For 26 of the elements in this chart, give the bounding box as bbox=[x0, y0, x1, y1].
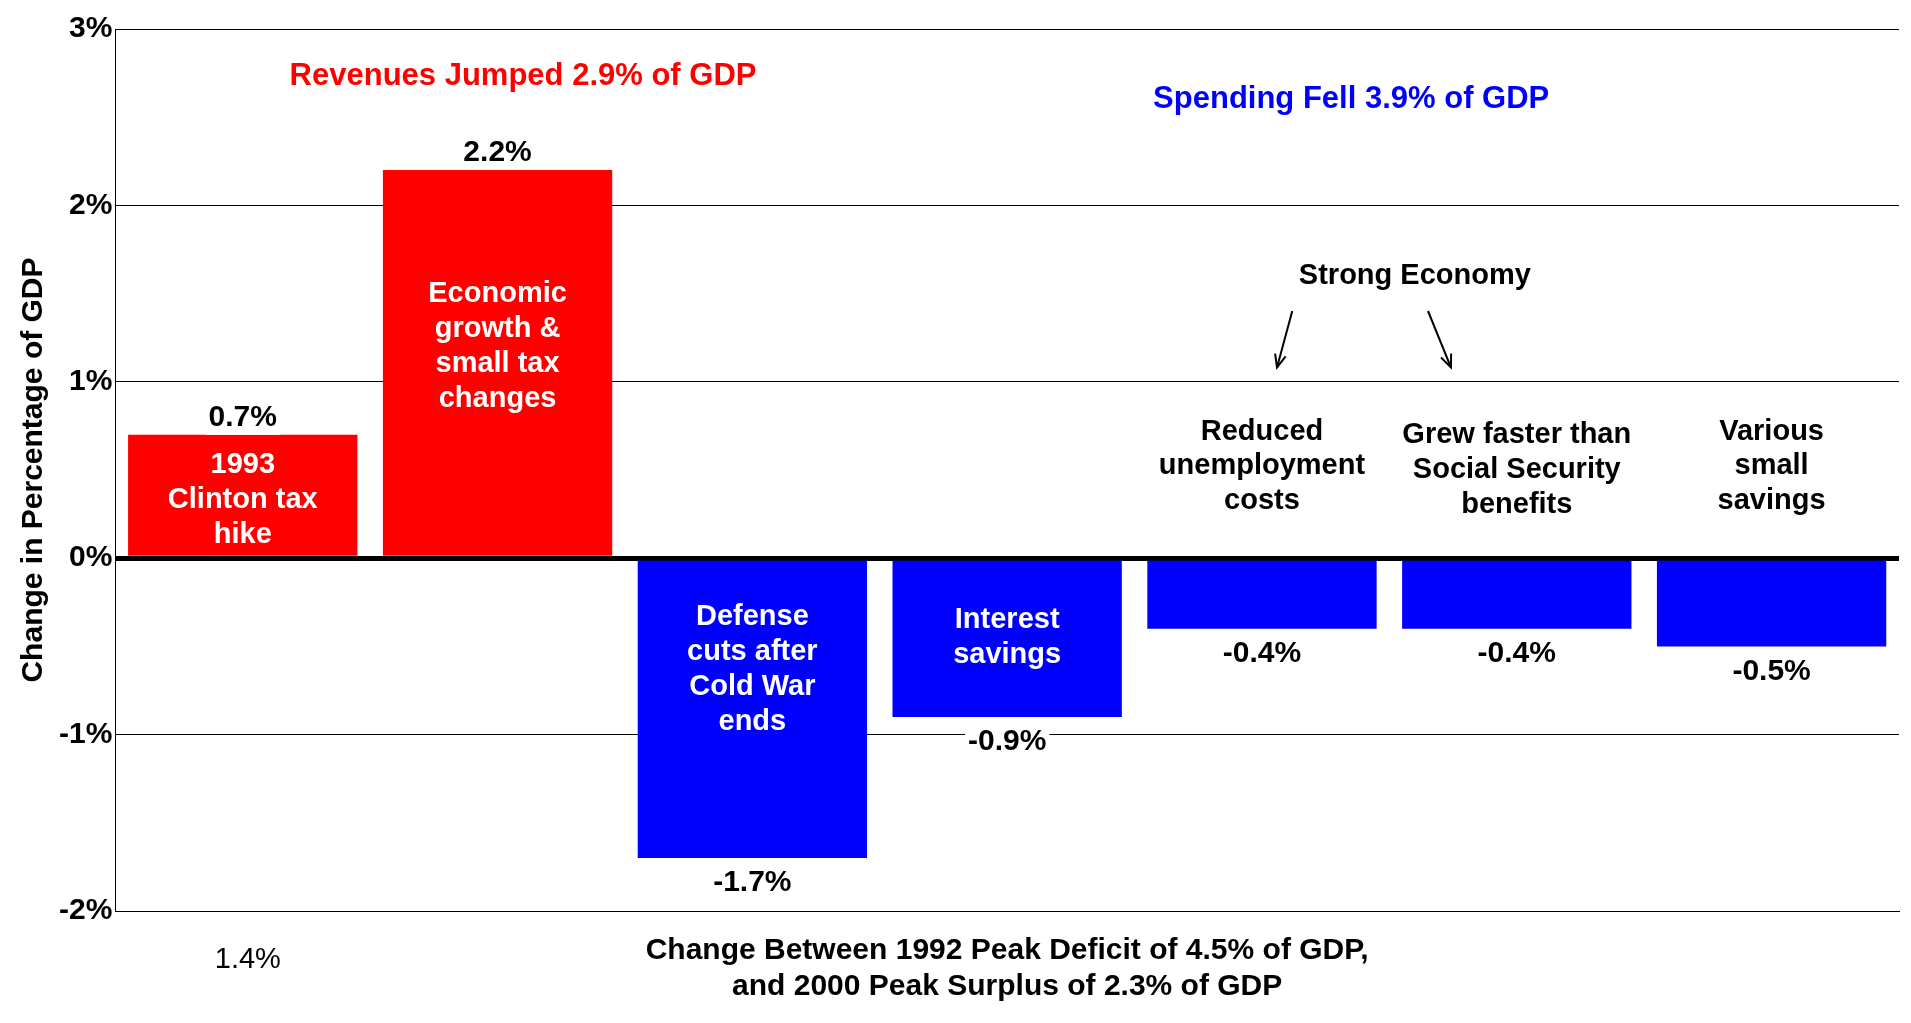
annotation: Interest savings bbox=[953, 602, 1062, 669]
annotation: Revenues Jumped 2.9% of GDP bbox=[289, 57, 757, 93]
data-label: 2.2% bbox=[463, 134, 532, 168]
data-label: -0.9% bbox=[967, 723, 1047, 757]
data-label: -0.4% bbox=[1222, 635, 1302, 669]
data-label: -0.4% bbox=[1477, 635, 1556, 669]
y-tick-label: 1% bbox=[68, 363, 113, 397]
data-label: -0.5% bbox=[1732, 652, 1811, 686]
text: 1.4% bbox=[214, 942, 281, 975]
y-tick-label: 3% bbox=[68, 10, 113, 44]
y-tick-label: -2% bbox=[58, 892, 113, 926]
annotation: Grew faster than Social Security benefits bbox=[1402, 417, 1632, 519]
data-label: 0.7% bbox=[208, 398, 277, 432]
annotation: Economic growth & small tax changes bbox=[428, 276, 567, 413]
annotation: 1993 Clinton tax hike bbox=[167, 447, 318, 549]
annotation: Reduced unemployment costs bbox=[1158, 413, 1366, 516]
y-tick-label: 0% bbox=[68, 539, 113, 573]
y-axis-title: Change in Percentage of GDP bbox=[15, 257, 49, 683]
annotation: Spending Fell 3.9% of GDP bbox=[1153, 80, 1550, 116]
data-label: -1.7% bbox=[713, 864, 792, 898]
annotation: Various small savings bbox=[1717, 413, 1826, 516]
y-tick-label: 2% bbox=[68, 186, 113, 220]
annotation: Defense cuts after Cold War ends bbox=[687, 599, 818, 736]
y-tick-label: -1% bbox=[58, 715, 113, 749]
x-axis-title: Change Between 1992 Peak Deficit of 4.5% of GDP, and 2000 Peak Surplus of 2.3% of GDP bbox=[645, 932, 1369, 1002]
annotation: Strong Economy bbox=[1298, 257, 1531, 290]
